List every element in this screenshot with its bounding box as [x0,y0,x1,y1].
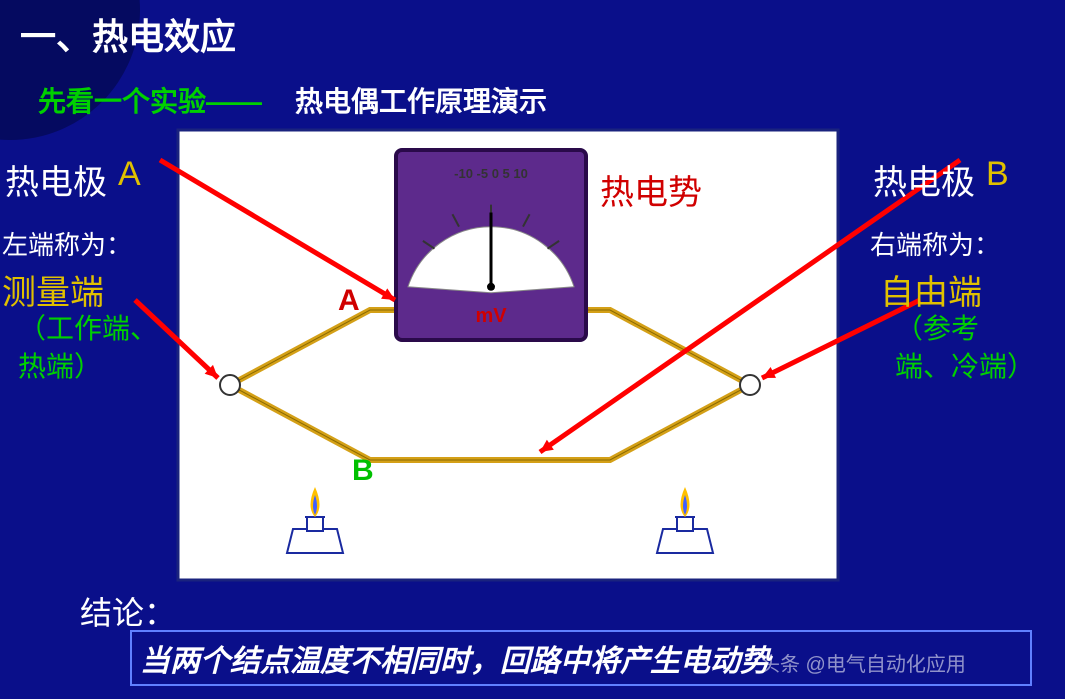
free-paren: （参考端、冷端） [895,310,1025,386]
electrode-A-letter: A [118,155,141,194]
conclusion-label: 结论： [80,588,176,634]
left-junction [220,375,240,395]
measure-paren: （工作端、热端） [18,310,158,386]
conclusion-text: 当两个结点温度不相同时，回路中将产生电动势 [140,636,770,680]
free-end: 自由端 [880,265,982,314]
meter-unit: mV [475,305,507,327]
meter-scale: -10 -5 0 5 10 [454,166,528,181]
electrode-B-letter: B [986,155,1009,194]
emf-label: 热电势 [600,174,702,212]
left-end-called: 左端称为： [2,225,132,262]
right-end-called: 右端称为： [870,225,1000,262]
measure-end: 测量端 [2,265,104,314]
right-junction [740,375,760,395]
wire-label-B: B [352,454,374,487]
electrode-B-label: 热电极 [873,155,975,204]
electrode-A-label: 热电极 [5,155,107,204]
wire-label-A: A [338,284,360,317]
watermark: 头条 @电气自动化应用 [760,648,966,677]
